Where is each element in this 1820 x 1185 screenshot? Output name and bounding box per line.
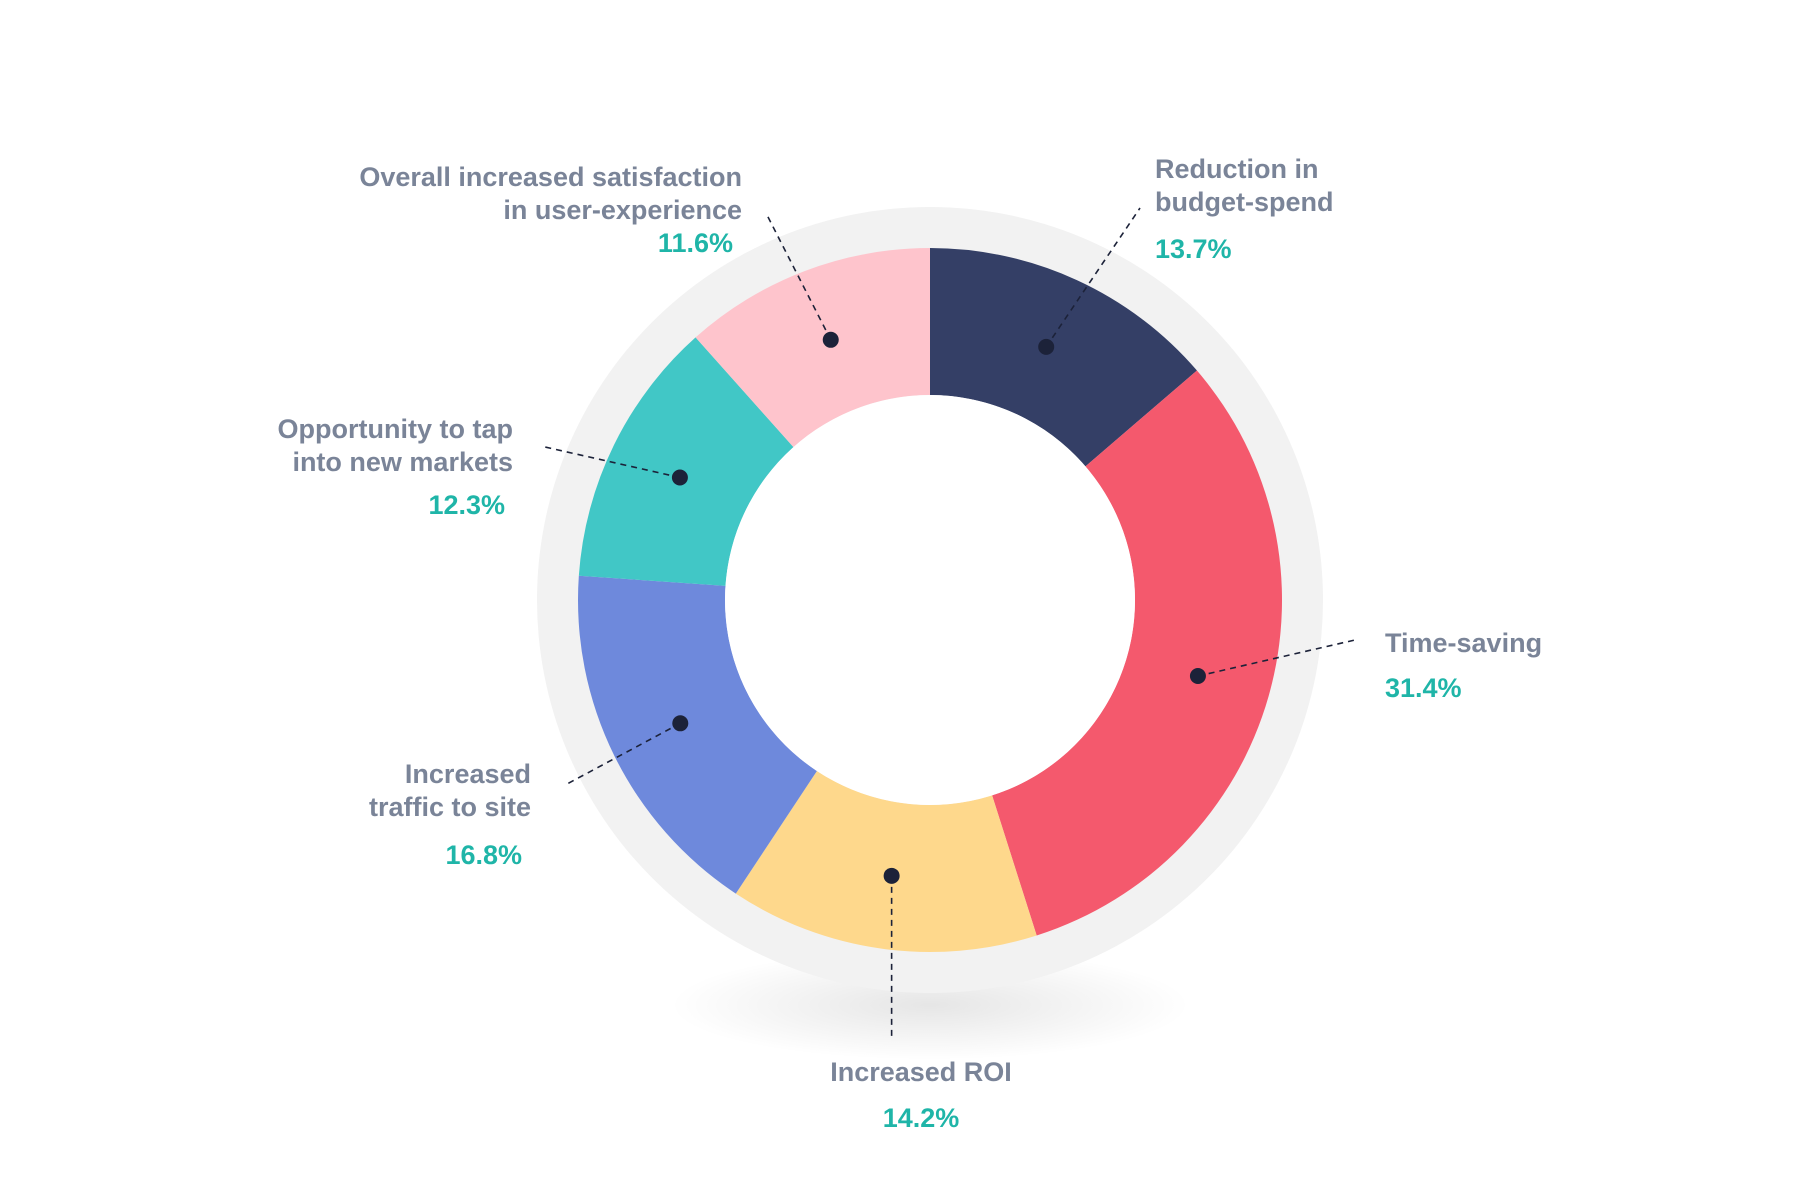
slice-label: traffic to site — [369, 792, 531, 822]
slice-label: in user-experience — [503, 195, 742, 225]
slice-label: Overall increased satisfaction — [359, 162, 742, 192]
donut-hole — [725, 395, 1135, 805]
connector-dot — [822, 331, 839, 348]
connector-line — [544, 446, 681, 479]
connector-line — [766, 214, 832, 341]
slice-value-label: 31.4% — [1385, 673, 1462, 703]
slice-label: Increased ROI — [830, 1057, 1012, 1087]
slice-label: Reduction in — [1155, 154, 1319, 184]
donut-slice — [992, 370, 1282, 936]
connector-dot — [1038, 338, 1055, 355]
slice-value-label: 16.8% — [445, 840, 522, 870]
slice-label: budget-spend — [1155, 187, 1333, 217]
donut-slice — [695, 248, 930, 448]
slice-label: into new markets — [292, 447, 513, 477]
slice-label: Opportunity to tap — [278, 414, 513, 444]
donut-slice — [930, 248, 1197, 467]
slice-value-label: 12.3% — [428, 490, 505, 520]
donut-slice — [735, 770, 1037, 952]
slice-label: Time-saving — [1385, 628, 1542, 658]
connector-dot — [1189, 668, 1206, 685]
connector-dot — [883, 867, 900, 884]
slice-value-label: 13.7% — [1155, 234, 1232, 264]
donut-slice — [578, 337, 794, 586]
connector-dot — [672, 715, 689, 732]
annotations-layer — [544, 207, 1356, 1040]
chart-shadow — [670, 950, 1190, 1060]
connector-dot — [671, 469, 688, 486]
slice-value-label: 11.6% — [658, 228, 733, 258]
slice-label: Increased — [405, 759, 531, 789]
slices-layer — [578, 248, 1282, 952]
slice-value-label: 14.2% — [883, 1103, 960, 1133]
connector-line — [1045, 207, 1141, 348]
connector-line — [1197, 639, 1356, 677]
donut-slice — [578, 575, 817, 894]
